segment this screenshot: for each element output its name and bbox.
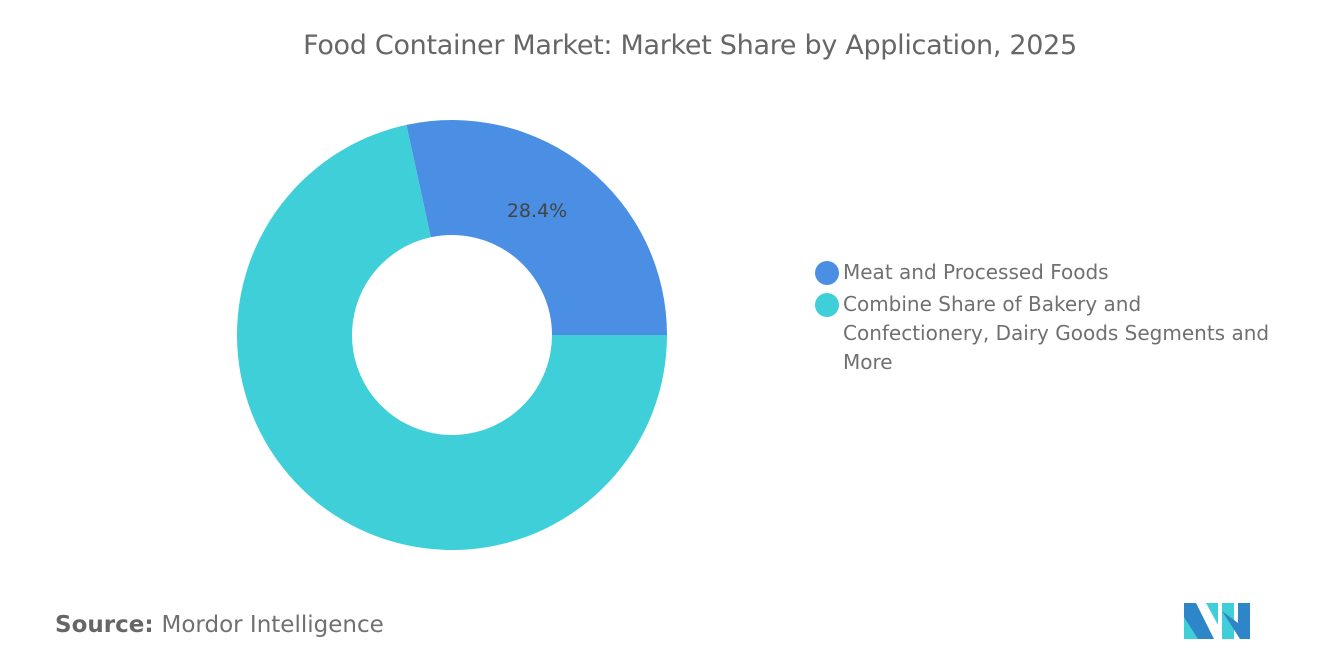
legend-label: Meat and Processed Foods [843,260,1109,284]
mordor-logo [1184,603,1250,639]
source-note: Source: Mordor Intelligence [55,612,384,638]
donut-chart: 28.4% [237,119,667,551]
legend-swatch [815,261,839,285]
source-label: Source: [55,612,154,638]
legend-item-meat: Meat and Processed Foods [815,258,1285,287]
legend: Meat and Processed Foods Combine Share o… [815,258,1285,380]
chart-title: Food Container Market: Market Share by A… [303,30,1077,61]
legend-label: Combine Share of Bakery and Confectioner… [843,292,1270,374]
legend-item-others: Combine Share of Bakery and Confectioner… [815,290,1285,377]
legend-swatch [815,293,839,317]
data-label: 28.4% [507,200,567,222]
source-value: Mordor Intelligence [161,612,384,638]
slice-1 [237,124,667,551]
slice-0 [406,119,667,335]
